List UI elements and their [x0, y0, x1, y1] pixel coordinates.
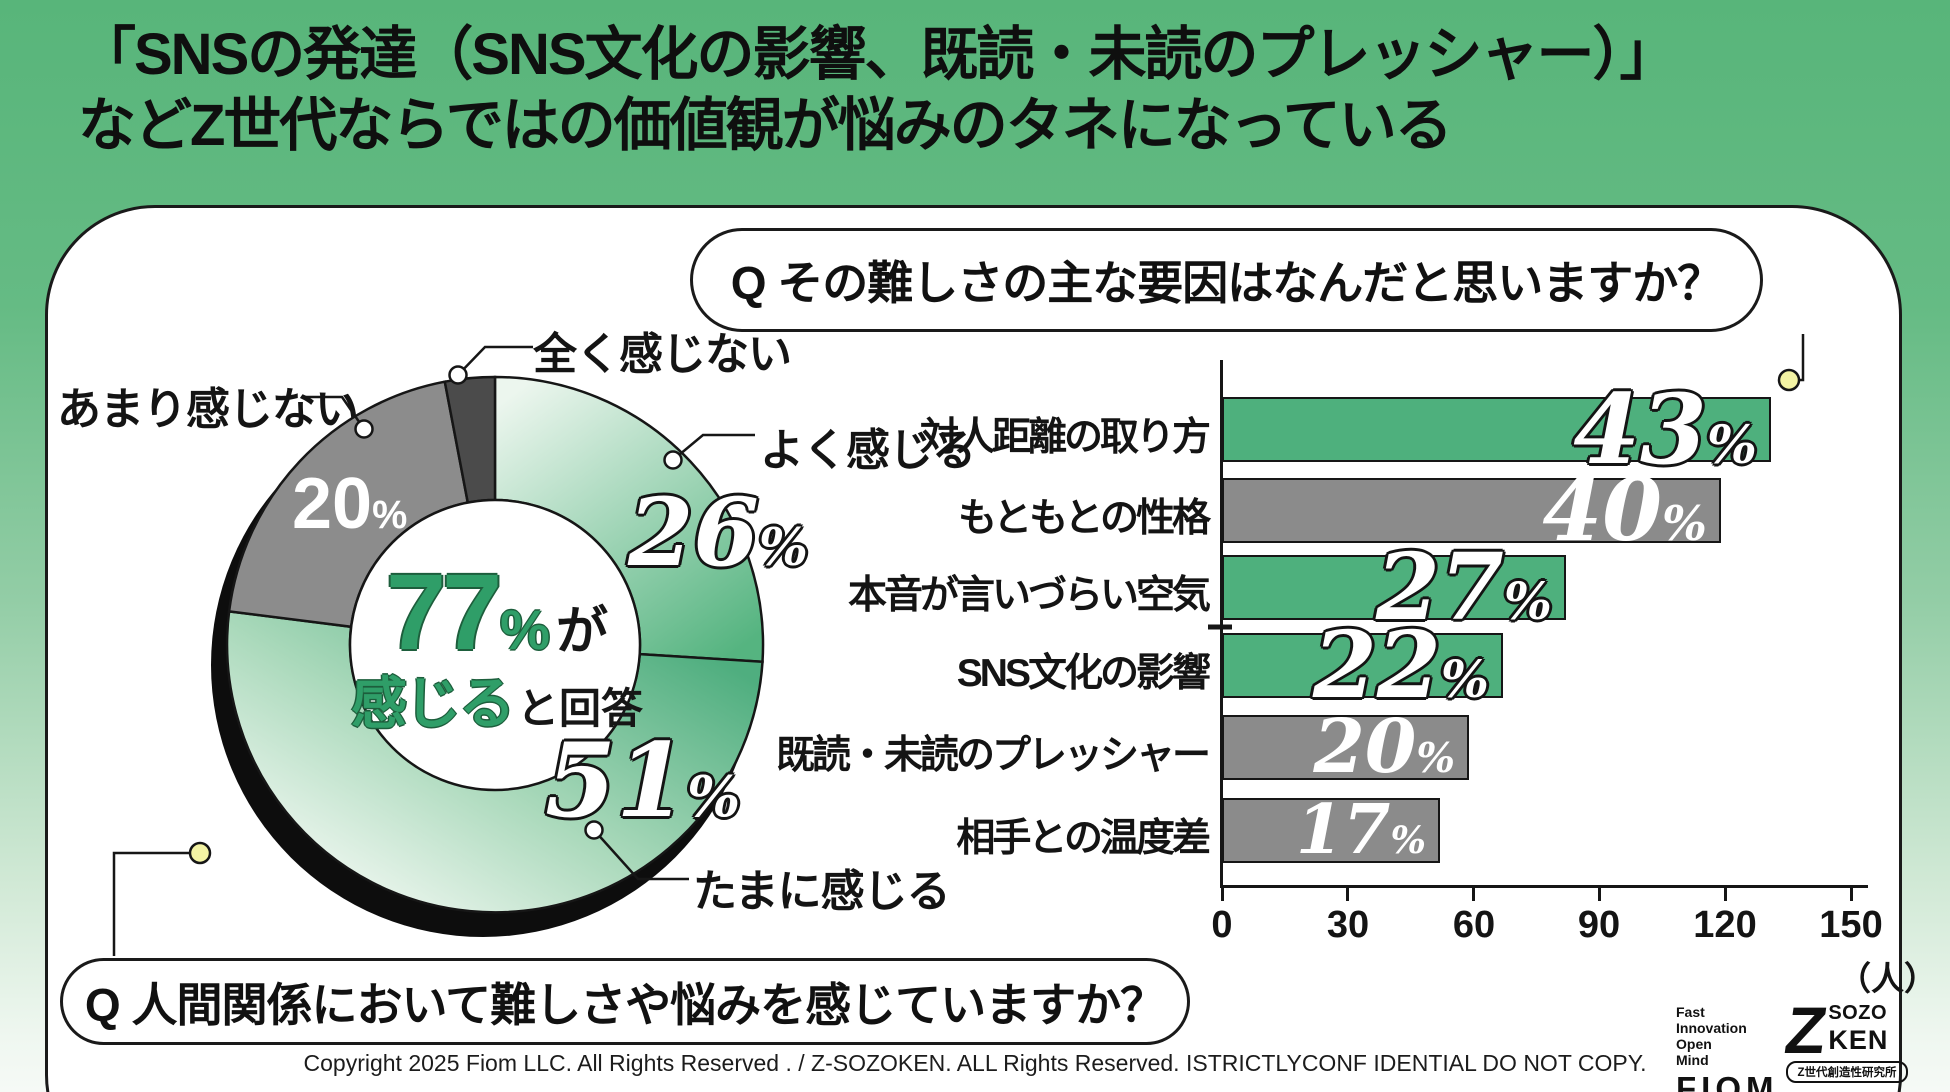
zsozoken-words: SOZO KEN — [1828, 1002, 1888, 1056]
fiom-tagline-innovation: Innovation — [1676, 1020, 1747, 1036]
x-tick-label-60: 60 — [1452, 904, 1496, 946]
x-tick-mark-30 — [1346, 888, 1349, 901]
donut-center-text: 77 % が 感じる と回答 — [351, 558, 643, 732]
anchor-dot-yoku — [663, 450, 683, 470]
bar-chart-x-axis — [1220, 885, 1868, 888]
slice-label-amari: あまり感じない — [57, 385, 359, 434]
donut-center-number: 77 — [386, 551, 502, 672]
x-tick-mark-60 — [1472, 888, 1475, 901]
slice-pct-amari-sign: % — [372, 493, 408, 537]
zsozoken-logo-top: Z SOZO KEN — [1781, 993, 1908, 1067]
bar-category-label-2: 本音が言いづらい空気 — [847, 573, 1211, 617]
zsozoken-ken: KEN — [1828, 1025, 1889, 1055]
x-tick-mark-0 — [1221, 888, 1224, 901]
fiom-tagline-mind: Mind — [1676, 1052, 1709, 1068]
anchor-dot-tamani — [584, 820, 604, 840]
bar-value-label-4: 20% — [1313, 704, 1455, 791]
zsozoken-badge: Z世代創造性研究所 — [1786, 1061, 1908, 1084]
bar-category-label-0: 対人距離の取り方 — [919, 415, 1211, 459]
fiom-logo: Fast Innovation Open Mind FIOM — [1676, 1004, 1778, 1092]
bar-row-5: 17% — [1222, 789, 1440, 870]
bar-category-label-1: もともとの性格 — [957, 496, 1211, 540]
leader-line-tamani — [593, 829, 689, 881]
slice-pct-tamani-number: 51 — [545, 721, 687, 841]
anchor-dot-mattaku — [448, 365, 468, 385]
bar-chart-x-unit: （人） — [1838, 960, 1937, 997]
anchor-dot-amari — [354, 419, 374, 439]
slice-pct-amari-number: 20 — [292, 464, 373, 544]
bar-value-label-1: 40% — [1542, 459, 1707, 561]
page-title-line2: などZ世代ならではの価値観が悩みのタネになっている — [78, 92, 1453, 158]
x-tick-mark-150 — [1850, 888, 1853, 901]
leader-line-mattaku — [457, 345, 533, 376]
bar-row-1: 40% — [1222, 467, 1721, 553]
slice-pct-yoku-sign: % — [758, 517, 808, 578]
donut-center-word: 感じる — [350, 672, 515, 735]
leader-line-yoku — [672, 433, 755, 461]
x-tick-label-150: 150 — [1819, 904, 1883, 946]
bar-row-0: 43% — [1222, 381, 1771, 477]
donut-center-particle: が — [555, 603, 608, 661]
z-glyph-icon: Z — [1780, 993, 1830, 1067]
x-tick-mark-120 — [1724, 888, 1727, 901]
bar-category-label-5: 相手との温度差 — [956, 816, 1211, 860]
bar-row-4: 20% — [1222, 704, 1469, 791]
x-tick-label-30: 30 — [1326, 904, 1370, 946]
question-bubble-bar-chart: Q その難しさの主な要因はなんだと思いますか？ — [690, 228, 1763, 332]
fiom-wordmark: FIOM — [1676, 1070, 1779, 1092]
copyright-text: Copyright 2025 Fiom LLC. All Rights Rese… — [303, 1050, 1647, 1076]
zsozoken-logo: Z SOZO KEN Z世代創造性研究所 — [1781, 993, 1908, 1084]
donut-center-line1: 77 % が — [351, 558, 643, 666]
page-title-line1: 「SNSの発達（SNS文化の影響、既読・未読のプレッシャー）」 — [78, 22, 1678, 87]
slice-label-tamani: たまに感じる — [693, 867, 951, 916]
bar-value-label-5: 17% — [1295, 789, 1426, 870]
slice-label-yoku: よく感じる — [760, 426, 976, 475]
bar-value-label-2: 27% — [1375, 533, 1552, 642]
slice-pct-amari: 20% — [292, 468, 407, 540]
fiom-tagline-fast: Fast — [1676, 1004, 1705, 1020]
donut-center-suffix: と回答 — [516, 685, 644, 732]
question-bubble-donut: Q 人間関係において難しさや悩みを感じていますか？ — [60, 958, 1190, 1045]
bar-category-label-4: 既読・未読のプレッシャー — [775, 733, 1211, 777]
donut-center-line2: 感じる と回答 — [351, 676, 643, 732]
slice-pct-tamani: 51% — [545, 730, 740, 832]
bar-row-2: 27% — [1222, 541, 1566, 633]
bar-category-label-3: SNS文化の影響 — [956, 651, 1211, 695]
slice-pct-yoku: 26% — [628, 486, 808, 580]
donut-chart — [211, 345, 765, 937]
slice-pct-yoku-number: 26 — [628, 478, 759, 588]
slice-label-mattaku: 全く感じない — [533, 330, 792, 379]
x-tick-mark-90 — [1598, 888, 1601, 901]
x-tick-label-90: 90 — [1577, 904, 1621, 946]
page-title: 「SNSの発達（SNS文化の影響、既読・未読のプレッシャー）」 などZ世代ならで… — [78, 20, 1678, 162]
bar-value-label-0: 43% — [1573, 372, 1757, 486]
bar-chart-y-axis — [1220, 360, 1223, 888]
bar-value-label-3: 22% — [1312, 611, 1489, 720]
donut-hole — [348, 498, 642, 792]
zsozoken-sozo: SOZO — [1828, 1002, 1887, 1024]
bar-row-3: 22% — [1222, 619, 1503, 711]
donut-center-percent-sign: % — [500, 598, 550, 661]
slice-pct-tamani-sign: % — [686, 764, 741, 830]
x-tick-label-0: 0 — [1211, 904, 1233, 946]
fiom-tagline-open: Open — [1676, 1036, 1712, 1052]
x-tick-label-120: 120 — [1693, 904, 1757, 946]
leader-line-amari — [303, 395, 366, 430]
